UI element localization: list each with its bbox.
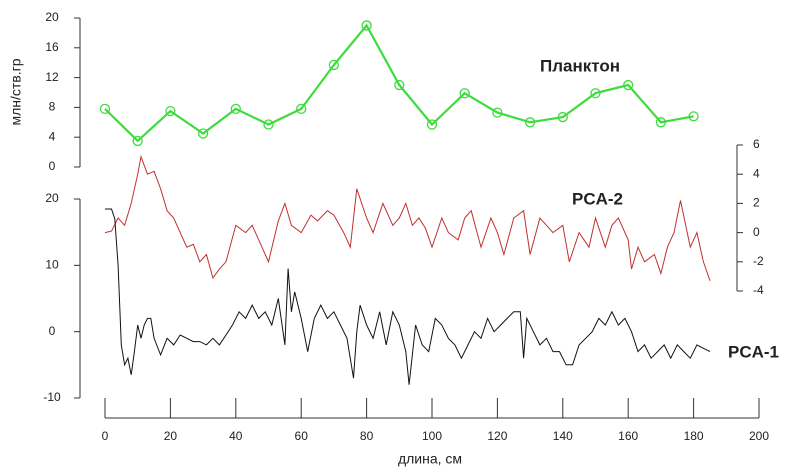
x-tick-label: 180 bbox=[684, 429, 704, 443]
data-point bbox=[132, 135, 143, 147]
y-tick-label: -4 bbox=[753, 283, 764, 297]
data-point bbox=[361, 20, 372, 31]
data-point bbox=[688, 111, 699, 122]
y-tick-label: 0 bbox=[753, 225, 760, 239]
x-tick-label: 0 bbox=[102, 429, 109, 443]
x-tick-label: 80 bbox=[360, 429, 374, 443]
x-tick-label: 40 bbox=[229, 429, 243, 443]
data-point bbox=[557, 111, 568, 123]
y-tick-label: 20 bbox=[45, 191, 59, 205]
y-tick-label: 10 bbox=[45, 258, 59, 272]
series-line bbox=[105, 208, 711, 385]
series-line bbox=[104, 23, 694, 143]
data-point bbox=[492, 107, 503, 118]
data-point bbox=[296, 103, 307, 115]
x-tick-label: 20 bbox=[164, 429, 178, 443]
y-tick-label: -10 bbox=[43, 390, 61, 404]
y-tick-label: 8 bbox=[49, 100, 56, 114]
series-label: PCA-1 bbox=[728, 342, 779, 361]
y-tick-label: 4 bbox=[49, 129, 56, 143]
x-tick-label: 60 bbox=[295, 429, 309, 443]
y-tick-label: 12 bbox=[45, 70, 59, 84]
data-point bbox=[197, 128, 209, 139]
series-label: PCA-2 bbox=[572, 189, 623, 208]
data-point bbox=[394, 79, 405, 91]
x-axis-label: длина, см bbox=[398, 451, 462, 467]
y-tick-label: 6 bbox=[753, 137, 760, 151]
y-tick-label: 4 bbox=[753, 166, 760, 180]
data-point bbox=[263, 119, 274, 130]
y-tick-label: 20 bbox=[45, 10, 59, 24]
x-tick-label: 140 bbox=[553, 429, 573, 443]
y-tick-label: 16 bbox=[45, 40, 59, 54]
data-point bbox=[459, 88, 470, 99]
x-tick-label: 160 bbox=[618, 429, 638, 443]
data-point bbox=[328, 59, 340, 71]
series-line bbox=[104, 154, 711, 281]
x-tick-label: 100 bbox=[422, 429, 442, 443]
series-label: Планктон bbox=[540, 56, 620, 75]
data-point bbox=[655, 117, 667, 128]
y-axis-label: млн/ств.гр bbox=[8, 58, 24, 125]
y-tick-label: -2 bbox=[753, 254, 764, 268]
y-tick-label: 2 bbox=[753, 196, 760, 210]
y-tick-label: 0 bbox=[49, 159, 56, 173]
x-tick-label: 200 bbox=[749, 429, 769, 443]
data-point bbox=[165, 105, 176, 117]
data-point bbox=[623, 79, 634, 91]
data-point bbox=[230, 103, 241, 115]
x-tick-label: 120 bbox=[487, 429, 507, 443]
data-point bbox=[524, 117, 536, 128]
y-tick-label: 0 bbox=[49, 324, 56, 338]
data-point bbox=[99, 103, 111, 115]
data-point bbox=[426, 119, 438, 130]
data-point bbox=[590, 88, 601, 99]
